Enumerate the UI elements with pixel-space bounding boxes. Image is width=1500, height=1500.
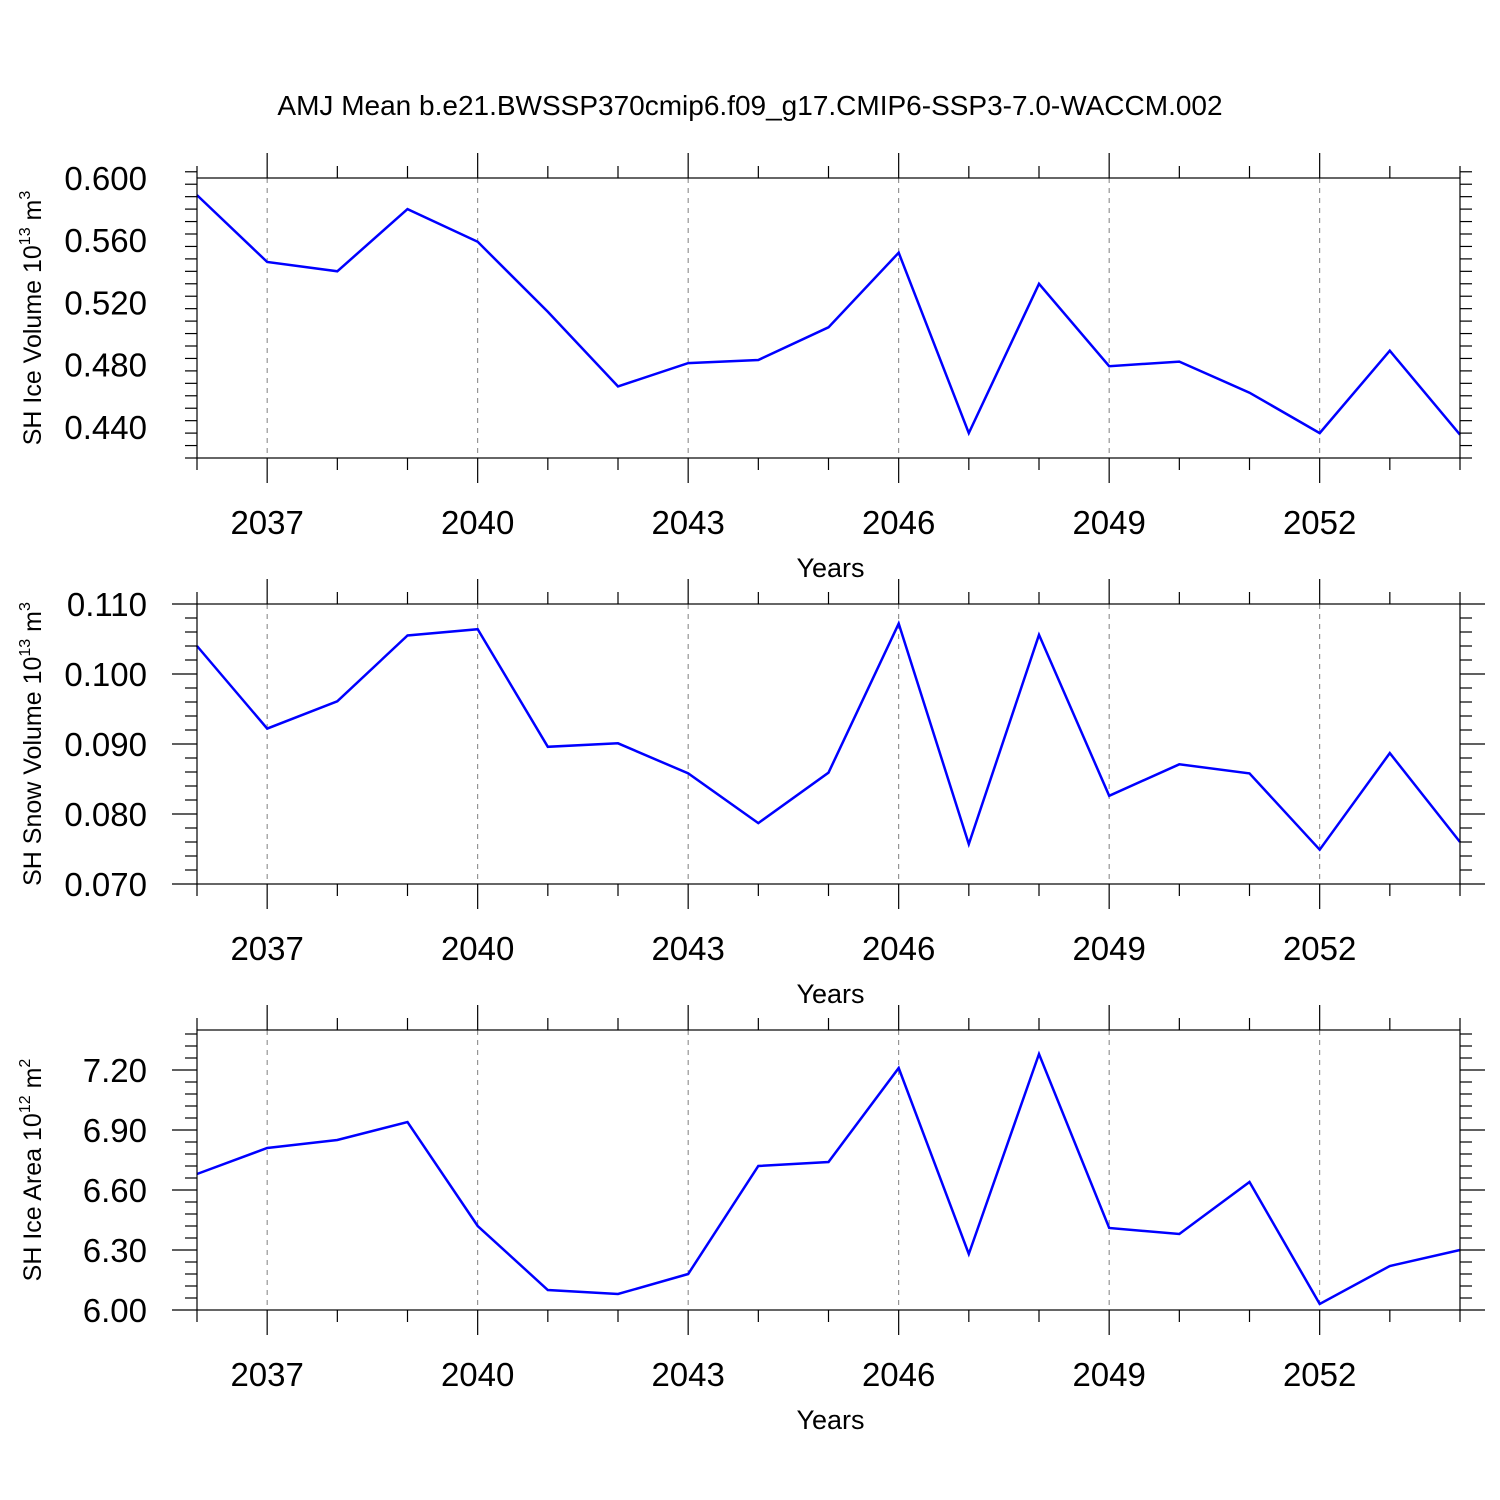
panel-1: 2037 2040 2043 2046 2049 2052 0.440 0.480 0.520 0… [17, 153, 1472, 583]
x-axis-label: Years [796, 553, 864, 583]
x-tick-label: 2046 [862, 930, 935, 967]
y-tick-label: 6.00 [83, 1292, 147, 1329]
series-line [196, 194, 1461, 437]
x-tick-label: 2037 [230, 504, 303, 541]
x-tick-label: 2049 [1072, 1356, 1145, 1393]
series-line [196, 1050, 1461, 1306]
panel-2: 2037 2040 2043 2046 2049 2052 0.070 0.080 0.090 0… [17, 579, 1485, 1009]
y-tick-label: 0.070 [64, 866, 147, 903]
series-line [196, 620, 1461, 852]
x-tick-label: 2040 [441, 930, 514, 967]
x-axis-label: Years [796, 1405, 864, 1435]
y-tick-label: 0.520 [64, 284, 147, 321]
panel-3: 2037 2040 2043 2046 2049 2052 6.00 6.30 6.60 6.90… [17, 1005, 1485, 1435]
y-tick-label: 0.110 [67, 586, 147, 623]
x-tick-label: 2046 [862, 504, 935, 541]
y-tick-label: 7.20 [83, 1052, 147, 1089]
chart-title: AMJ Mean b.e21.BWSSP370cmip6.f09_g17.CMI… [277, 90, 1222, 121]
x-tick-label: 2046 [862, 1356, 935, 1393]
x-tick-label: 2043 [651, 930, 724, 967]
y-tick-label: 0.080 [64, 796, 147, 833]
x-tick-label: 2040 [441, 504, 514, 541]
y-axis-label: SH Ice Volume 1013 m3 [17, 191, 47, 446]
x-tick-label: 2043 [651, 504, 724, 541]
x-tick-label: 2049 [1072, 930, 1145, 967]
y-tick-label: 6.30 [83, 1232, 147, 1269]
y-tick-label: 6.90 [83, 1112, 147, 1149]
y-tick-label: 0.100 [64, 656, 147, 693]
y-tick-label: 0.440 [64, 409, 147, 446]
y-tick-label: 0.480 [64, 347, 147, 384]
x-tick-label: 2037 [230, 1356, 303, 1393]
y-axis-label: SH Snow Volume 1013 m3 [17, 602, 47, 886]
y-axis-label: SH Ice Area 1012 m2 [17, 1059, 47, 1282]
x-tick-label: 2052 [1283, 1356, 1356, 1393]
x-tick-label: 2052 [1283, 930, 1356, 967]
plot-frame [196, 603, 1461, 885]
x-tick-label: 2037 [230, 930, 303, 967]
y-tick-label: 6.60 [83, 1172, 147, 1209]
y-tick-label: 0.090 [64, 726, 147, 763]
x-tick-label: 2052 [1283, 504, 1356, 541]
x-axis-label: Years [796, 979, 864, 1009]
x-tick-label: 2049 [1072, 504, 1145, 541]
y-tick-label: 0.600 [64, 160, 147, 197]
x-tick-label: 2043 [651, 1356, 724, 1393]
x-tick-label: 2040 [441, 1356, 514, 1393]
plot-frame [196, 177, 1461, 459]
y-tick-label: 0.560 [64, 222, 147, 259]
plot-frame [196, 1029, 1461, 1311]
